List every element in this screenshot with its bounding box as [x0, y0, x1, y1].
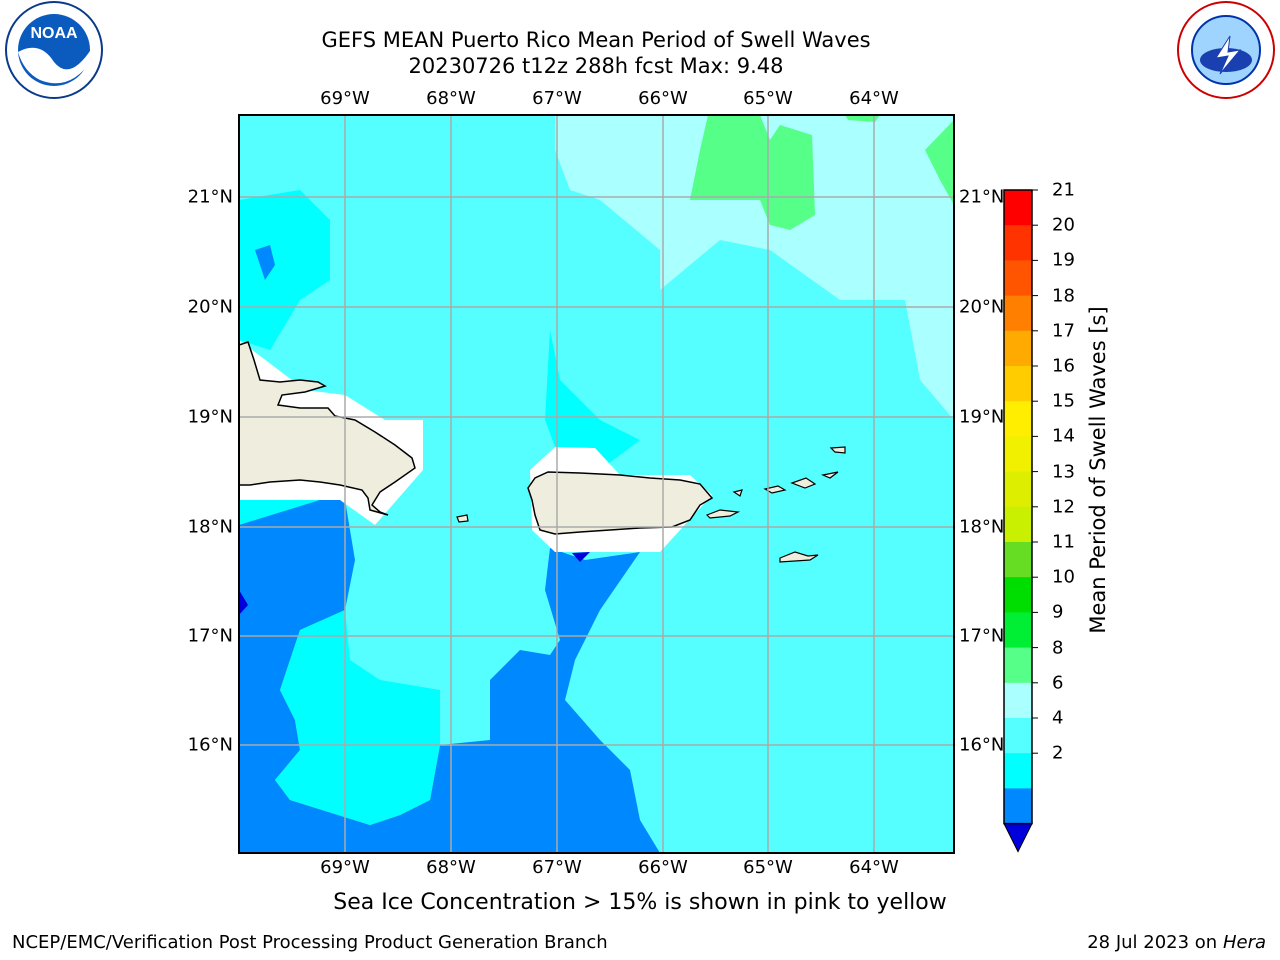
field-8-9s: [555, 115, 954, 420]
colorbar-swatch: [1004, 753, 1032, 789]
field-9-10s-a: [690, 115, 815, 230]
colorbar-frame: [1003, 189, 1033, 825]
lat-label-right: 19°N: [959, 406, 1005, 428]
colorbar-tick-label: 4: [1052, 707, 1064, 729]
colorbar-swatch: [1004, 436, 1032, 473]
lat-label-left: 17°N: [187, 625, 233, 647]
field-4-6s-c: [545, 330, 640, 470]
colorbar-tick-label: 19: [1052, 249, 1075, 271]
sea-ice-caption: Sea Ice Concentration > 15% is shown in …: [333, 890, 947, 915]
lon-label-bottom: 64°W: [849, 857, 899, 878]
hispaniola-land: [239, 341, 416, 516]
nws-logo: [1177, 1, 1275, 99]
colorbar-swatch: [1004, 225, 1032, 261]
lon-label-top: 68°W: [426, 88, 476, 109]
colorbar-swatch: [1004, 330, 1032, 367]
colorbar-swatch: [1004, 788, 1032, 825]
colorbar-tick-label: 15: [1052, 390, 1075, 412]
field-9-10s-c: [845, 115, 880, 122]
colorbar-swatch: [1004, 471, 1032, 508]
colorbar-tick-label: 16: [1052, 355, 1075, 377]
chart-title-line1: GEFS MEAN Puerto Rico Mean Period of Swe…: [321, 28, 871, 52]
colorbar-tick-label: 6: [1052, 672, 1064, 694]
field-4-6s-d: [275, 610, 440, 825]
lat-label-right: 16°N: [959, 734, 1005, 756]
colorbar-swatch: [1004, 401, 1032, 437]
lon-label-top: 69°W: [320, 88, 370, 109]
lat-label-right: 21°N: [959, 186, 1005, 208]
colorbar-swatch: [1004, 295, 1032, 332]
lon-label-top: 64°W: [849, 88, 899, 109]
footer-producer: NCEP/EMC/Verification Post Processing Pr…: [12, 932, 608, 953]
colorbar-tick-label: 11: [1052, 531, 1075, 553]
lon-label-top: 67°W: [532, 88, 582, 109]
lon-label-bottom: 68°W: [426, 857, 476, 878]
colorbar-swatch: [1004, 260, 1032, 297]
lat-label-left: 20°N: [187, 296, 233, 318]
colorbar-tick-label: 8: [1052, 637, 1064, 659]
map-fields: [239, 115, 954, 853]
map-frame: [238, 114, 955, 854]
colorbar-tick-label: 20: [1052, 214, 1075, 236]
lat-label-left: 18°N: [187, 516, 233, 538]
lat-label-left: 21°N: [187, 186, 233, 208]
colorbar-swatch: [1004, 542, 1032, 578]
colorbar-tick-label: 9: [1052, 601, 1064, 623]
lon-label-bottom: 65°W: [743, 857, 793, 878]
lat-label-right: 18°N: [959, 516, 1005, 538]
colorbar-swatch: [1004, 647, 1032, 684]
colorbar: [1003, 189, 1038, 853]
colorbar-swatch: [1004, 577, 1032, 613]
colorbar-tick-label: 12: [1052, 496, 1075, 518]
colorbar-swatch: [1004, 190, 1032, 226]
colorbar-swatch: [1004, 682, 1032, 719]
lon-label-bottom: 69°W: [320, 857, 370, 878]
puerto-rico-land: [527, 471, 714, 535]
colorbar-tick-label: 14: [1052, 425, 1075, 447]
lat-label-right: 20°N: [959, 296, 1005, 318]
lat-label-right: 17°N: [959, 625, 1005, 647]
colorbar-swatch: [1004, 366, 1032, 402]
noaa-logo-text: NOAA: [30, 25, 78, 42]
field-4-6s-b: [239, 190, 330, 350]
lat-label-left: 16°N: [187, 734, 233, 756]
colorbar-extend-triangle: [1003, 823, 1033, 853]
field-9-10s-b: [925, 120, 954, 205]
lon-label-bottom: 67°W: [532, 857, 582, 878]
footer-host: Hera: [1222, 932, 1266, 953]
lon-label-bottom: 66°W: [638, 857, 688, 878]
colorbar-swatch: [1004, 506, 1032, 543]
map-gridlines: [239, 115, 954, 853]
colorbar-tick-label: 17: [1052, 320, 1075, 342]
colorbar-tick-label: 2: [1052, 742, 1064, 764]
noaa-logo: NOAA: [5, 1, 103, 99]
colorbar-swatch: [1004, 718, 1032, 754]
lon-label-top: 65°W: [743, 88, 793, 109]
colorbar-tick-label: 10: [1052, 566, 1075, 588]
footer-date-text: 28 Jul 2023 on: [1087, 932, 1223, 953]
colorbar-tick-label: 18: [1052, 285, 1075, 307]
lat-label-left: 19°N: [187, 406, 233, 428]
colorbar-label: Mean Period of Swell Waves [s]: [1086, 306, 1110, 634]
colorbar-tick-label: 21: [1052, 179, 1075, 201]
lon-label-top: 66°W: [638, 88, 688, 109]
colorbar-swatch: [1004, 612, 1032, 649]
colorbar-tick-label: 13: [1052, 461, 1075, 483]
footer-date: 28 Jul 2023 on Hera: [1087, 932, 1266, 953]
chart-title-line2: 20230726 t12z 288h fcst Max: 9.48: [408, 54, 784, 78]
